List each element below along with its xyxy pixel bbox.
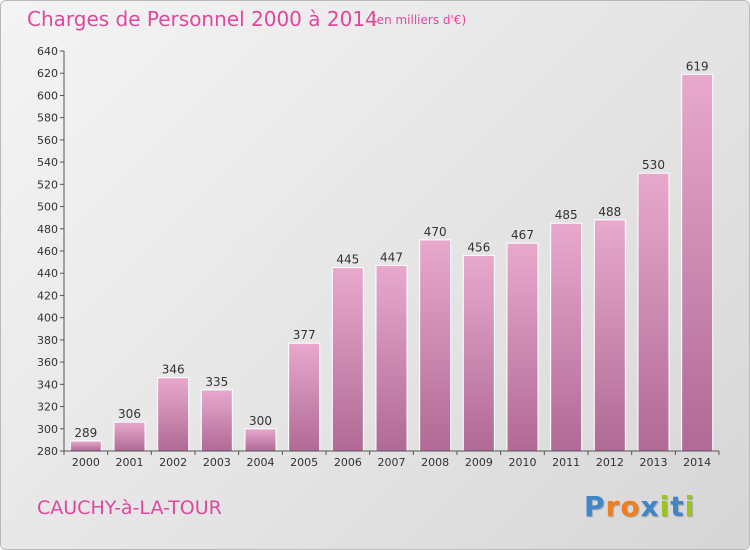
data-label: 306 — [118, 407, 141, 421]
bar — [288, 342, 321, 452]
x-tick-label: 2000 — [72, 456, 100, 469]
y-tick-label: 440 — [37, 267, 58, 280]
bar — [69, 440, 102, 452]
x-tick-label: 2013 — [640, 456, 668, 469]
y-tick-label: 360 — [37, 356, 58, 369]
data-label: 530 — [642, 158, 665, 172]
bar — [550, 222, 583, 452]
bar — [157, 377, 190, 452]
y-tick-label: 500 — [37, 201, 58, 214]
y-tick-label: 320 — [37, 401, 58, 414]
y-tick-label: 380 — [37, 334, 58, 347]
x-tick-label: 2002 — [159, 456, 187, 469]
bar — [506, 242, 539, 452]
data-label: 619 — [686, 59, 709, 73]
y-tick-label: 300 — [37, 423, 58, 436]
x-tick-label: 2012 — [596, 456, 624, 469]
data-label: 335 — [205, 375, 228, 389]
bars-group: 289 306 346 335 300 377 445 447 470 456 467 485 488 5… — [69, 59, 714, 452]
data-label: 289 — [74, 426, 97, 440]
bar — [375, 264, 408, 452]
y-tick-label: 620 — [37, 67, 58, 80]
y-tick-label: 480 — [37, 223, 58, 236]
y-tick-label: 580 — [37, 112, 58, 125]
bar — [681, 73, 714, 452]
bar — [593, 219, 626, 452]
x-tick-label: 2008 — [421, 456, 449, 469]
data-label: 445 — [336, 253, 359, 267]
y-tick-label: 600 — [37, 89, 58, 102]
x-tick-label: 2007 — [378, 456, 406, 469]
y-tick-label: 460 — [37, 245, 58, 258]
bar — [113, 421, 146, 452]
bar — [200, 389, 233, 452]
bar — [244, 428, 277, 452]
data-label: 300 — [249, 414, 272, 428]
x-tick-label: 2009 — [465, 456, 493, 469]
city-name: CAUCHY-à-LA-TOUR — [37, 497, 222, 519]
logo-letter: P — [584, 490, 606, 523]
x-tick-label: 2004 — [247, 456, 275, 469]
x-tick-label: 2006 — [334, 456, 362, 469]
x-tick-label: 2011 — [552, 456, 580, 469]
y-tick-label: 340 — [37, 378, 58, 391]
chart-title: Charges de Personnel 2000 à 2014 — [27, 7, 378, 31]
y-tick-label: 280 — [37, 445, 58, 458]
data-label: 377 — [293, 328, 316, 342]
data-label: 470 — [424, 225, 447, 239]
bar — [331, 267, 364, 452]
unit-note: (en milliers d'€) — [372, 13, 467, 27]
data-label: 346 — [162, 363, 185, 377]
y-tick-label: 520 — [37, 178, 58, 191]
data-label: 447 — [380, 250, 403, 264]
x-tick-label: 2014 — [683, 456, 711, 469]
data-label: 467 — [511, 228, 534, 242]
y-tick-label: 560 — [37, 134, 58, 147]
x-tick-label: 2001 — [116, 456, 144, 469]
data-label: 488 — [598, 205, 621, 219]
bar — [419, 239, 452, 452]
logo-letter: i — [659, 490, 671, 523]
bar — [637, 172, 670, 452]
y-tick-label: 420 — [37, 289, 58, 302]
x-tick-label: 2005 — [290, 456, 318, 469]
x-tick-label: 2010 — [509, 456, 537, 469]
data-label: 485 — [555, 208, 578, 222]
proxiti-logo: Proxiti — [584, 490, 695, 523]
logo-letter: x — [640, 490, 660, 523]
y-tick-label: 400 — [37, 312, 58, 325]
data-label: 456 — [467, 240, 490, 254]
logo-letter: i — [684, 490, 696, 523]
bar — [462, 254, 495, 452]
y-tick-label: 540 — [37, 156, 58, 169]
logo-letter: r — [605, 490, 621, 523]
logo-letter: t — [670, 490, 685, 523]
x-tick-label: 2003 — [203, 456, 231, 469]
logo-letter: o — [620, 490, 641, 523]
axes-group: 280 300 320 340 360 380 400 420 440 460 480 500 520 5… — [37, 45, 720, 469]
y-tick-label: 640 — [37, 45, 58, 58]
